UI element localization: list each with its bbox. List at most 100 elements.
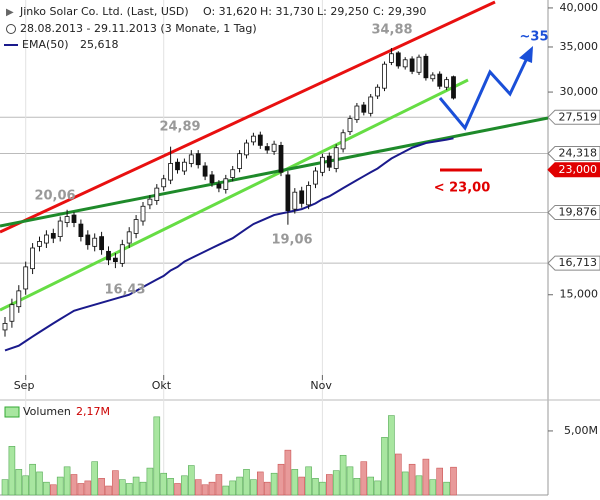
- volume-legend: Volumen: [23, 405, 71, 418]
- trend-line-darkgreen: [0, 116, 549, 228]
- volume-bar: [181, 475, 188, 496]
- volume-bar: [443, 481, 450, 496]
- header-low: L: 29,250: [317, 5, 369, 18]
- volume-bar: [374, 480, 381, 496]
- candle-body: [147, 198, 153, 206]
- annotation: 24,89: [159, 120, 200, 135]
- candle-body: [257, 134, 263, 146]
- annotation: 34,88: [371, 23, 412, 38]
- volume-bar: [208, 481, 216, 496]
- candle-body: [375, 86, 381, 97]
- volume-bar: [381, 437, 388, 496]
- volume-bar: [146, 467, 154, 496]
- candle-body: [99, 236, 104, 251]
- volume-bar: [112, 470, 119, 496]
- volume-bar: [256, 471, 264, 496]
- volume-bar: [84, 480, 92, 496]
- volume-bar: [153, 416, 161, 496]
- annotation: 19,06: [271, 233, 312, 248]
- annotation: ~35: [520, 30, 549, 45]
- volume-tick-label: 5,00M: [564, 424, 598, 437]
- candle-body: [23, 266, 29, 290]
- level-tag: [547, 204, 600, 220]
- level-label: 16,713: [559, 256, 598, 269]
- volume-bar: [125, 483, 133, 496]
- volume-bar: [229, 480, 236, 496]
- level-tag: [547, 145, 600, 161]
- candle-body: [44, 234, 49, 244]
- volume-bar: [29, 463, 36, 496]
- volume-bar: [284, 449, 292, 496]
- candle-body: [299, 190, 305, 204]
- candle-body: [306, 185, 312, 206]
- candle-body: [395, 52, 401, 67]
- candle-body: [85, 234, 91, 246]
- ema-value: 25,618: [80, 38, 119, 51]
- candle-body: [409, 58, 415, 72]
- candle-body: [126, 231, 132, 244]
- volume-bar: [415, 475, 423, 496]
- level-tag: [547, 255, 600, 271]
- candle-body: [244, 142, 249, 156]
- volume-bar: [401, 471, 409, 496]
- volume-bar: [250, 479, 257, 496]
- volume-bar: [367, 476, 375, 496]
- volume-bar: [43, 481, 50, 496]
- x-tick-label: Sep: [14, 379, 35, 392]
- candle-body: [271, 143, 277, 152]
- volume-bar: [236, 476, 243, 496]
- candle-body: [92, 237, 98, 247]
- candle-body: [237, 153, 243, 169]
- y-tick-label: 15,000: [560, 288, 599, 301]
- level-tag: [547, 162, 600, 178]
- volume-bar: [436, 467, 444, 496]
- volume-bar: [98, 478, 105, 496]
- candle-body: [388, 53, 394, 63]
- volume-bar: [132, 476, 140, 496]
- candle-body: [285, 174, 291, 212]
- volume-bar: [319, 481, 326, 496]
- ema-legend: EMA(50): [22, 38, 69, 51]
- candle-body: [216, 183, 222, 189]
- volume-bar: [408, 463, 416, 496]
- volume-bar: [119, 479, 126, 496]
- volume-bar: [291, 469, 299, 496]
- candle-body: [347, 118, 353, 133]
- candle-body: [319, 156, 325, 173]
- volume-bar: [167, 478, 174, 496]
- y-tick-label: 30,000: [560, 85, 599, 98]
- volume-bar: [77, 483, 85, 496]
- candle-body: [64, 216, 70, 223]
- volume-bar: [174, 483, 181, 496]
- volume-bar: [305, 466, 312, 496]
- header-icon: ▶: [6, 7, 14, 18]
- level-label: 19,876: [559, 205, 598, 218]
- candle-body: [133, 219, 139, 234]
- level-label: 27,519: [559, 110, 598, 123]
- candle-body: [361, 104, 367, 113]
- volume-bar: [360, 461, 368, 496]
- volume-bar: [429, 479, 437, 496]
- candle-body: [202, 165, 208, 177]
- volume-bar: [346, 466, 354, 496]
- volume-bar: [243, 469, 250, 496]
- level-label: 23,000: [559, 163, 598, 176]
- volume-bar: [422, 458, 430, 496]
- candle-body: [313, 170, 318, 185]
- level-label: 24,318: [559, 146, 598, 159]
- candle-body: [154, 187, 160, 201]
- volume-bar: [188, 465, 195, 496]
- candle-body: [161, 178, 167, 188]
- candle-body: [264, 146, 270, 151]
- volume-bar: [394, 453, 402, 496]
- candle-body: [168, 163, 174, 181]
- candle-body: [437, 73, 443, 87]
- volume-bar: [49, 484, 57, 496]
- header-title: Jinko Solar Co. Ltd. (Last, USD): [19, 5, 189, 18]
- header-open: O: 31,620: [203, 5, 257, 18]
- candle-body: [140, 205, 146, 222]
- candle-body: [326, 155, 332, 168]
- candle-body: [444, 79, 450, 88]
- candle-body: [50, 233, 56, 239]
